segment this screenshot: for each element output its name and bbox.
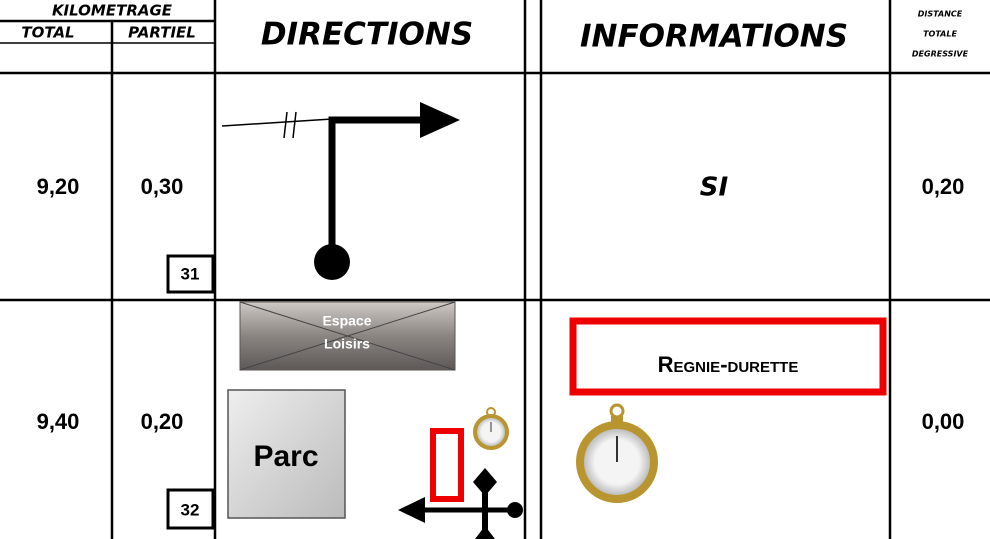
header-directions: DIRECTIONS [261,17,473,53]
sign-parc: Parc [227,389,346,519]
partiel: 0,20 [141,409,184,434]
distance: 0,20 [922,174,965,199]
total: 9,40 [37,409,80,434]
stopwatch-icon [576,403,658,503]
box-number: 31 [181,264,200,283]
sign-text: Parc [253,440,318,473]
header-distance: DISTANCE [918,10,963,19]
header-distance: DEGRESSIVE [912,50,969,59]
town-sign [569,317,887,396]
information: Regnie-durette [658,352,799,377]
sign-text: Espace [322,313,371,329]
direction-diagram [398,407,523,539]
sign-espace-loisirs: Espace Loisirs [239,301,456,371]
total: 9,20 [37,174,80,199]
number-box [166,488,215,530]
information: SI [700,173,729,203]
header-total: TOTAL [21,24,74,42]
header-kilometrage: KILOMETRAGE [52,2,173,20]
direction-diagram [221,102,460,280]
header-partiel: PARTIEL [128,24,196,42]
number-box [166,254,215,294]
partiel: 0,30 [141,174,184,199]
box-number: 32 [181,500,200,519]
header-informations: INFORMATIONS [580,19,848,55]
distance: 0,00 [922,409,965,434]
sign-text: Loisirs [324,336,370,352]
header-distance: TOTALE [923,30,957,39]
